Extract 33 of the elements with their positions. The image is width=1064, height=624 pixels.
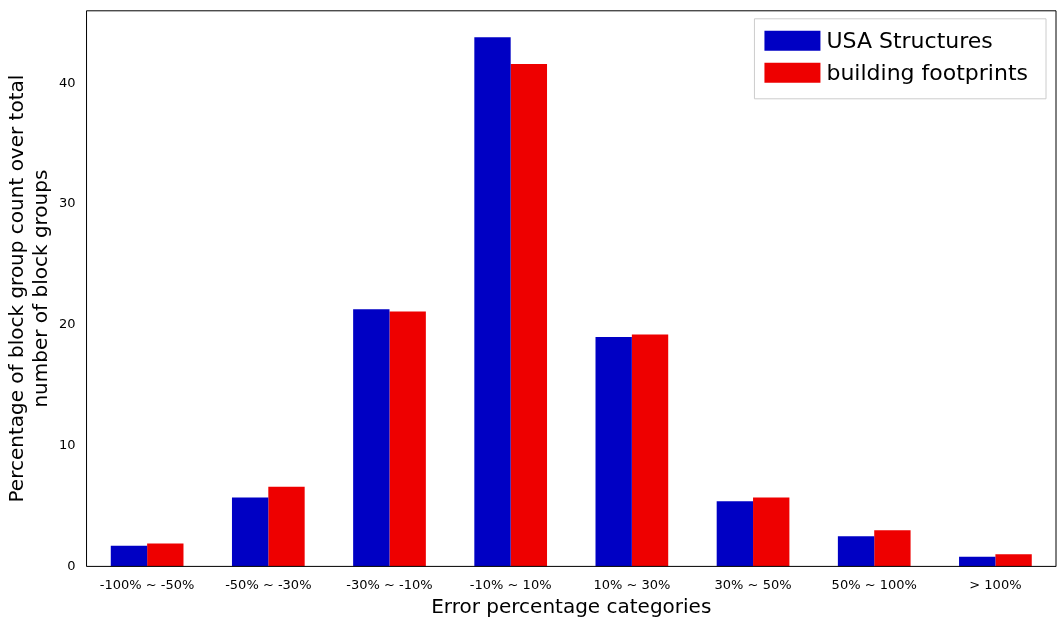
x-tick-label: > 100% <box>969 576 1022 592</box>
bar <box>110 545 148 567</box>
bar <box>874 530 911 567</box>
bar <box>474 37 511 567</box>
bar <box>231 497 269 567</box>
y-tick-label: 20 <box>59 316 76 332</box>
bar <box>753 497 790 567</box>
y-tick-label: 0 <box>67 557 76 573</box>
bar <box>995 554 1032 567</box>
y-tick-label: 30 <box>59 195 76 211</box>
y-tick-label: 10 <box>59 436 76 452</box>
bar <box>595 336 632 567</box>
x-tick-label: 50% ~ 100% <box>831 576 917 592</box>
bar <box>959 556 996 567</box>
x-tick-label: 10% ~ 30% <box>593 576 671 592</box>
legend-label: USA Structures <box>826 27 993 53</box>
x-tick-label: -30% ~ -10% <box>346 576 433 592</box>
x-tick-label: -50% ~ -30% <box>225 576 312 592</box>
bar <box>389 311 426 567</box>
bar <box>510 63 548 567</box>
x-tick-label: -100% ~ -50% <box>99 576 195 592</box>
y-axis-title: Percentage of block group count over total number of block groups <box>4 74 53 503</box>
bar <box>631 334 669 567</box>
y-tick-label: 40 <box>59 74 76 90</box>
bar <box>716 501 754 567</box>
legend-label: building footprints <box>826 59 1029 85</box>
x-tick-label: 30% ~ 50% <box>714 576 792 592</box>
bar <box>837 536 875 567</box>
x-tick-label: -10% ~ 10% <box>469 576 552 592</box>
x-axis-title: Error percentage categories <box>431 594 712 619</box>
bar <box>147 543 184 567</box>
bar <box>353 309 390 567</box>
bar <box>268 486 305 567</box>
